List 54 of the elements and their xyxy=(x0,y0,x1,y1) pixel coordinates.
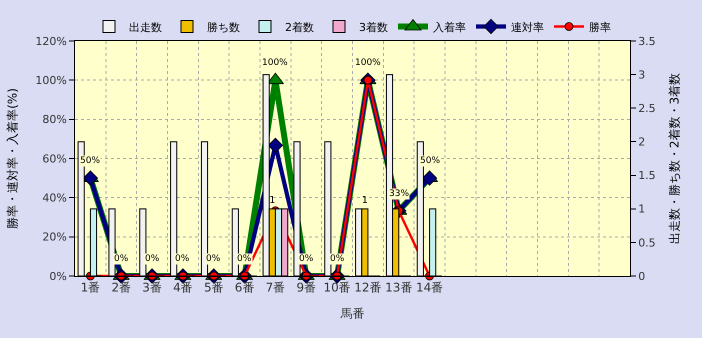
data-label: 0% xyxy=(237,254,252,264)
legend-label: 勝率 xyxy=(589,20,611,34)
data-label: 0% xyxy=(114,254,129,264)
legend-label: 連対率 xyxy=(511,20,544,34)
y-axis-title: 勝率・連対率・入着率(%) xyxy=(6,88,20,229)
y-tick-label: 20% xyxy=(42,230,67,244)
data-label: 0% xyxy=(175,254,190,264)
data-label: 33% xyxy=(389,189,410,199)
y-tick-label: 100% xyxy=(35,74,67,88)
x-tick-label: 6番 xyxy=(234,280,254,294)
y2-tick-label: 0 xyxy=(638,270,646,283)
y2-tick-label: 2 xyxy=(638,136,646,149)
data-label: 0% xyxy=(299,254,314,264)
x-tick-label: 2番 xyxy=(111,280,132,294)
y-tick-label: 0% xyxy=(49,270,67,283)
x-tick-label: 14番 xyxy=(416,280,444,294)
y-tick-label: 40% xyxy=(42,192,67,205)
point xyxy=(422,170,438,186)
x-tick-label: 12番 xyxy=(354,280,382,294)
y2-tick-label: 2.5 xyxy=(638,102,656,115)
y-tick-label: 120% xyxy=(35,34,67,48)
x-axis-title: 馬番 xyxy=(340,306,364,320)
point xyxy=(268,138,283,153)
point xyxy=(82,170,98,186)
data-label: 0% xyxy=(330,254,345,264)
legend-label: 入着率 xyxy=(433,20,466,34)
x-tick-label: 13番 xyxy=(385,280,412,294)
x-tick-label: 7番 xyxy=(266,280,286,294)
y2-tick-label: 1.5 xyxy=(638,169,656,182)
x-tick-label: 3番 xyxy=(142,280,162,294)
legend-label: 2着数 xyxy=(285,20,314,34)
x-tick-label: 5番 xyxy=(204,280,224,294)
y-tick-label: 80% xyxy=(42,113,67,126)
data-label: 1 xyxy=(269,194,276,206)
y2-tick-label: 3 xyxy=(638,68,646,82)
data-label: 50% xyxy=(420,156,440,166)
data-label: 100% xyxy=(355,58,382,68)
data-label: 0% xyxy=(145,254,160,264)
y2-tick-label: 3.5 xyxy=(638,34,656,48)
data-label: 100% xyxy=(262,58,288,68)
legend-label: 出走数 xyxy=(129,20,162,34)
x-tick-label: 4番 xyxy=(173,280,193,294)
y2-tick-label: 0.5 xyxy=(638,236,656,250)
y2-axis-title: 出走数・勝ち数・2着数・3着数 xyxy=(668,72,682,244)
data-label: 50% xyxy=(80,156,100,166)
x-tick-label: 1番 xyxy=(80,280,100,294)
y-tick-label: 60% xyxy=(42,152,67,166)
x-tick-label: 9番 xyxy=(296,280,316,294)
data-label: 0% xyxy=(206,254,221,264)
x-tick-label: 10番 xyxy=(323,280,351,294)
data-label: 1 xyxy=(362,194,368,206)
legend-label: 3着数 xyxy=(359,20,388,34)
y2-tick-label: 1 xyxy=(638,202,646,216)
legend-label: 勝ち数 xyxy=(207,20,240,34)
